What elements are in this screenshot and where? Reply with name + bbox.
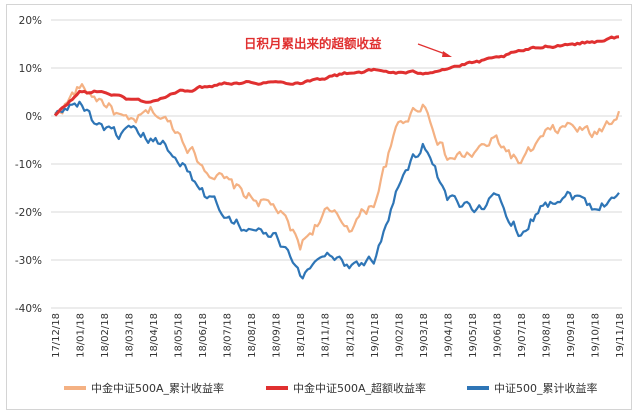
y-tick-label: 0%: [25, 111, 42, 123]
x-tick-label: 19/09/18: [566, 313, 577, 358]
y-tick-label: -40%: [15, 303, 42, 315]
y-tick-label: -20%: [15, 207, 42, 219]
series-line-2: [54, 100, 620, 280]
x-tick-label: 18/07/18: [223, 313, 234, 358]
series-line-0: [54, 83, 621, 251]
legend-label: 中证500_累计收益率: [494, 381, 598, 395]
x-tick-label: 18/03/18: [125, 313, 136, 358]
legend-label: 中金中证500A_累计收益率: [91, 381, 224, 395]
y-tick-label: -30%: [15, 255, 42, 267]
annotation-arrow-head: [442, 51, 452, 57]
chart-frame: [6, 4, 632, 410]
annotation-group: 日积月累出来的超额收益: [244, 36, 452, 57]
annotation-label: 日积月累出来的超额收益: [244, 36, 382, 51]
x-tick-label: 19/01/18: [370, 313, 381, 358]
x-tick-label: 19/08/18: [541, 313, 552, 358]
x-tick-label: 19/07/18: [517, 313, 528, 358]
x-tick-label: 18/02/18: [100, 313, 111, 358]
x-tick-label: 18/01/18: [76, 313, 87, 358]
x-tick-label: 19/04/18: [443, 313, 454, 358]
x-axis-ticks: 17/12/18 18/01/18 18/02/18 18/03/18 18/04/18…: [51, 313, 626, 358]
x-tick-label: 19/05/18: [468, 313, 479, 358]
y-gridlines: [51, 19, 622, 309]
x-tick-label: 18/06/18: [198, 313, 209, 358]
x-tick-label: 19/03/18: [419, 313, 430, 358]
x-tick-label: 18/12/18: [345, 313, 356, 358]
y-tick-label: -10%: [15, 159, 42, 171]
y-tick-label: 20%: [19, 15, 42, 27]
series-lines: [53, 35, 621, 280]
x-tick-label: 18/10/18: [296, 313, 307, 358]
x-tick-label: 19/06/18: [492, 313, 503, 358]
legend: 中金中证500A_累计收益率 中金中证500A_超额收益率 中证500_累计收益率: [64, 381, 598, 395]
x-tick-label: 18/04/18: [149, 313, 160, 358]
x-tick-label: 18/11/18: [321, 313, 332, 358]
x-tick-label: 19/11/18: [615, 313, 626, 358]
x-tick-label: 17/12/18: [51, 313, 62, 358]
x-tick-label: 19/10/18: [590, 313, 601, 358]
x-tick-label: 19/02/18: [394, 313, 405, 358]
x-tick-label: 18/05/18: [174, 313, 185, 358]
y-tick-label: 10%: [19, 63, 42, 75]
legend-label: 中金中证500A_超额收益率: [293, 381, 426, 395]
series-line-1: [53, 35, 620, 117]
y-axis-ticks: 20% 10% 0% -10% -20% -30% -40%: [15, 15, 42, 315]
x-tick-label: 18/08/18: [247, 313, 258, 358]
x-tick-label: 18/09/18: [272, 313, 283, 358]
